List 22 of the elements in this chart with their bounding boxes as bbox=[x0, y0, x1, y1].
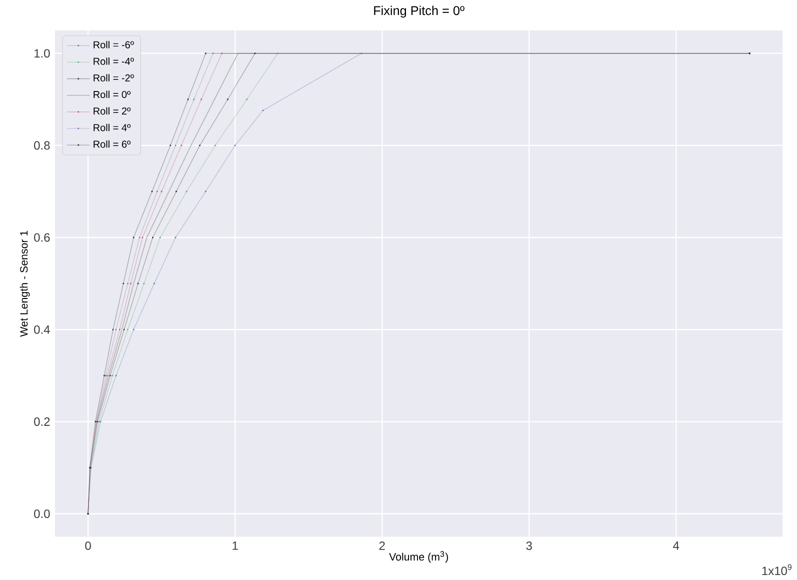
y-tick-label: 1.0 bbox=[34, 49, 50, 58]
y-tick-label: 0.0 bbox=[34, 510, 50, 518]
legend-label: Roll = 4º bbox=[94, 124, 131, 132]
y-tick-label: 0.6 bbox=[34, 233, 50, 242]
legend-label: Roll = 0º bbox=[94, 90, 131, 98]
legend-label: Roll = -6º bbox=[94, 41, 134, 49]
legend-label: Roll = -4º bbox=[94, 58, 134, 66]
legend-label: Roll = 6º bbox=[94, 140, 131, 148]
y-tick-label: 0.2 bbox=[34, 418, 50, 426]
x-tick-label: 1 bbox=[232, 542, 238, 550]
x-tick-label: 4 bbox=[673, 542, 680, 550]
x-tick-label: 3 bbox=[526, 542, 532, 550]
x-tick-label: 2 bbox=[379, 542, 385, 550]
y-axis-title: Wet Length - Sensor 1 bbox=[20, 231, 30, 337]
text: 1x10$^{9}$ bbox=[762, 564, 792, 576]
legend-label: Roll = -2º bbox=[94, 74, 134, 82]
x-axis-title: Volume (m$^{3}$) bbox=[389, 551, 448, 563]
y-tick-label: 0.8 bbox=[34, 141, 50, 150]
legend-label: Roll = 2º bbox=[94, 108, 131, 115]
y-tick-label: 0.4 bbox=[34, 326, 50, 334]
chart-title: Fixing Pitch = 0º bbox=[374, 6, 464, 18]
x-tick-label: 0 bbox=[85, 542, 91, 550]
